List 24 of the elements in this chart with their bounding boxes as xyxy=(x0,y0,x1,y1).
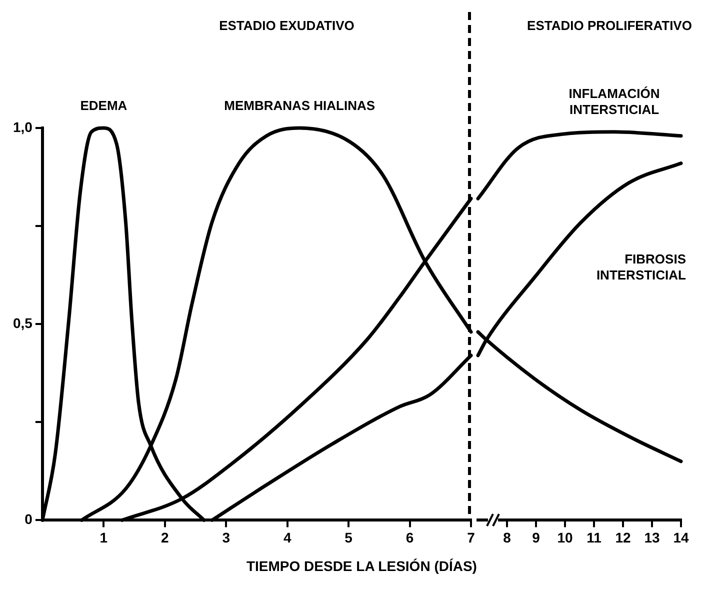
x-tick-label: 11 xyxy=(586,529,602,546)
x-tick-label: 4 xyxy=(283,529,292,546)
text: ESTADIO EXUDATIVO xyxy=(219,18,354,33)
text: ESTADIO PROLIFERATIVO xyxy=(527,18,692,33)
x-tick-label: 12 xyxy=(615,529,631,546)
x-tick-label: 13 xyxy=(644,529,660,546)
x-tick-label: 6 xyxy=(406,529,414,546)
y-tick-label: 0 xyxy=(24,511,33,528)
x-tick-label: 10 xyxy=(557,529,573,546)
series-label: MEMBRANAS HIALINAS xyxy=(224,98,376,113)
series-label: EDEMA xyxy=(80,98,128,113)
x-tick-label: 14 xyxy=(673,529,689,546)
x-tick-label: 5 xyxy=(344,529,353,546)
series-label: INFLAMACIÓN INTERSTICIAL xyxy=(568,86,660,117)
x-tick-label: 3 xyxy=(222,529,230,546)
y-tick-label: 0,5 xyxy=(12,314,33,331)
x-tick-label: 1 xyxy=(100,529,108,546)
y-tick-label: 1,0 xyxy=(12,118,33,135)
x-axis-title: TIEMPO DESDE LA LESIÓN (DÍAS) xyxy=(245,558,478,574)
x-tick-label: 8 xyxy=(503,529,512,546)
x-tick-label: 9 xyxy=(532,529,540,546)
text: FIBROSIS INTERSTICIAL xyxy=(596,251,686,282)
x-tick-label: 7 xyxy=(467,529,476,546)
x-tick-label: 2 xyxy=(161,529,170,546)
